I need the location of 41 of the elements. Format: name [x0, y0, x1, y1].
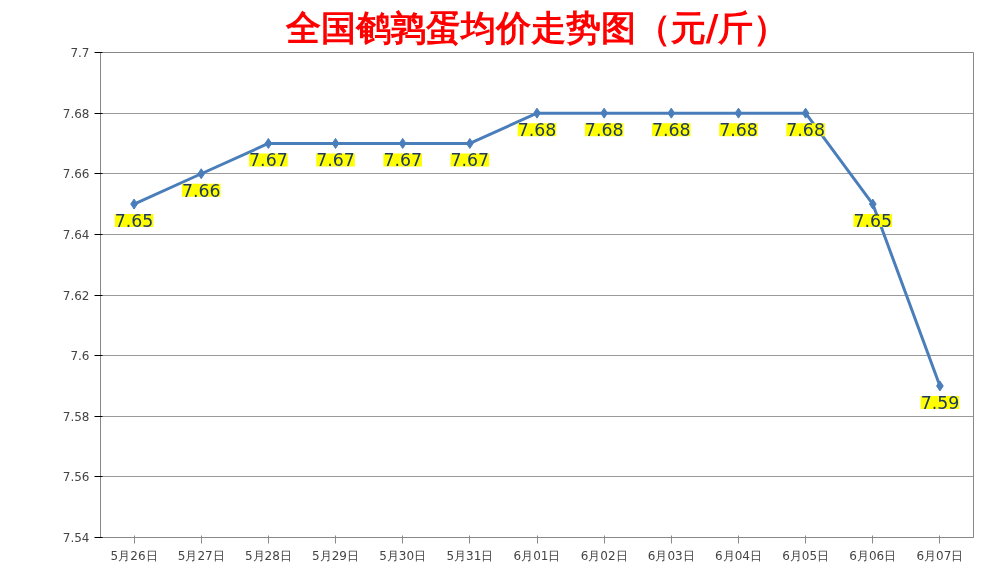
y-tick-label: 7.7	[70, 46, 90, 60]
data-label: 7.65	[114, 211, 154, 232]
point	[667, 107, 676, 119]
point	[801, 107, 810, 119]
x-tick-label: 5月28日	[244, 548, 292, 563]
data-label: 7.59	[920, 392, 960, 413]
x-tick-label: 5月27日	[177, 548, 225, 563]
x-tick-label: 6月02日	[580, 548, 628, 563]
y-tick-label: 7.6	[70, 349, 90, 364]
y-tick-label: 7.62	[62, 288, 90, 303]
data-label: 7.67	[316, 150, 355, 171]
x-tick-label: 6月07日	[916, 548, 964, 563]
x-tick-label: 5月31日	[446, 548, 494, 563]
data-label: 7.68	[517, 120, 557, 141]
y-tick-label: 7.54	[62, 531, 90, 545]
y-tick-label: 7.56	[62, 470, 90, 485]
data-label: 7.67	[249, 150, 288, 171]
x-tick-label: 6月05日	[782, 548, 830, 563]
x-tick-label: 6月01日	[513, 548, 561, 563]
chart-title: 全国鹌鹑蛋均价走势图（元/斤）	[284, 7, 789, 48]
data-label: 7.65	[853, 211, 893, 232]
point	[868, 198, 877, 210]
x-tick-label: 6月06日	[849, 548, 897, 563]
data-label: 7.68	[584, 120, 624, 141]
data-label: 7.67	[450, 150, 490, 171]
data-label: 7.67	[383, 150, 422, 171]
data-label: 7.68	[652, 120, 691, 141]
x-tick-label: 6月04日	[715, 548, 762, 563]
x-tick-label: 5月29日	[312, 548, 359, 563]
y-tick-label: 7.66	[62, 167, 90, 182]
y-tick-label: 7.58	[62, 409, 90, 424]
point	[197, 168, 206, 180]
x-tick-label: 6月03日	[647, 548, 695, 563]
y-tick-label: 7.68	[62, 106, 90, 121]
data-label: 7.68	[786, 120, 825, 141]
x-tick-label: 5月30日	[379, 548, 427, 563]
data-label: 7.68	[719, 120, 758, 141]
data-label: 7.66	[181, 180, 221, 201]
x-tick-label: 5月26日	[110, 548, 158, 563]
point	[734, 107, 743, 119]
y-tick-label: 7.64	[62, 227, 90, 242]
